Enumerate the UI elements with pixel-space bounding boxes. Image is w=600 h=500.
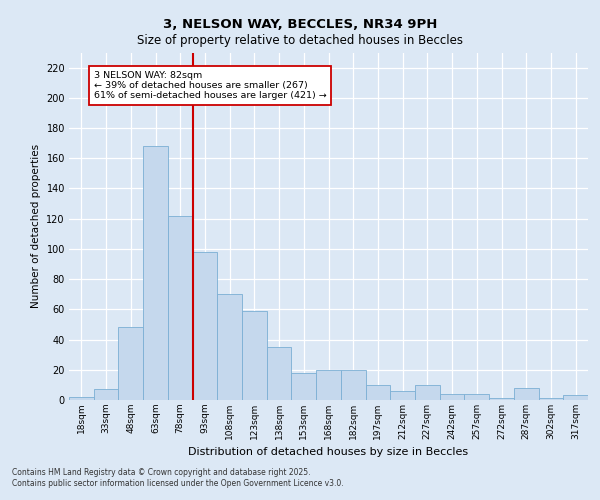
- Bar: [539, 398, 563, 400]
- Bar: [390, 391, 415, 400]
- Bar: [168, 216, 193, 400]
- Bar: [563, 396, 588, 400]
- Bar: [514, 388, 539, 400]
- Bar: [217, 294, 242, 400]
- Bar: [341, 370, 365, 400]
- Bar: [489, 398, 514, 400]
- Bar: [440, 394, 464, 400]
- Bar: [415, 385, 440, 400]
- Bar: [365, 385, 390, 400]
- Bar: [242, 311, 267, 400]
- Bar: [316, 370, 341, 400]
- Bar: [69, 397, 94, 400]
- Bar: [118, 328, 143, 400]
- Text: 3 NELSON WAY: 82sqm
← 39% of detached houses are smaller (267)
61% of semi-detac: 3 NELSON WAY: 82sqm ← 39% of detached ho…: [94, 70, 326, 101]
- Text: 3, NELSON WAY, BECCLES, NR34 9PH: 3, NELSON WAY, BECCLES, NR34 9PH: [163, 18, 437, 30]
- Bar: [143, 146, 168, 400]
- Y-axis label: Number of detached properties: Number of detached properties: [31, 144, 41, 308]
- X-axis label: Distribution of detached houses by size in Beccles: Distribution of detached houses by size …: [188, 448, 469, 458]
- Bar: [267, 347, 292, 400]
- Bar: [464, 394, 489, 400]
- Bar: [94, 390, 118, 400]
- Bar: [193, 252, 217, 400]
- Text: Contains HM Land Registry data © Crown copyright and database right 2025.
Contai: Contains HM Land Registry data © Crown c…: [12, 468, 344, 487]
- Bar: [292, 373, 316, 400]
- Text: Size of property relative to detached houses in Beccles: Size of property relative to detached ho…: [137, 34, 463, 47]
